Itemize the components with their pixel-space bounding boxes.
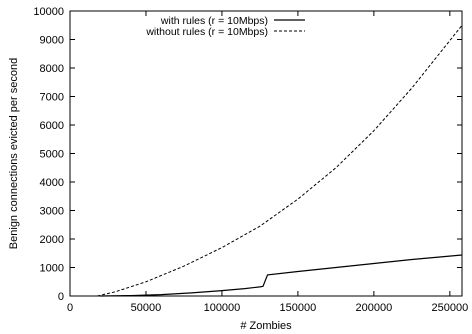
legend-label-without-rules: without rules (r = 10Mbps) [145,26,268,38]
y-tick-label: 0 [58,291,64,303]
y-tick-label: 6000 [40,120,64,132]
y-tick-label: 7000 [40,92,64,104]
series-layer [97,24,463,297]
x-tick-label: 100000 [204,302,241,314]
y-tick-label: 10000 [33,6,64,18]
x-tick-label: 200000 [356,302,393,314]
y-tick-label: 3000 [40,206,64,218]
x-tick-label: 50000 [131,302,162,314]
x-tick-label: 250000 [431,302,468,314]
y-axis-label: Benign connections evicted per second [8,58,20,249]
y-tick-label: 4000 [40,177,64,189]
plot-frame [69,10,463,297]
x-axis-label: # Zombies [240,320,292,332]
x-tick-label: 150000 [280,302,317,314]
series-line-with-rules [100,254,463,297]
y-tick-label: 8000 [40,63,64,75]
series-line-without-rules [97,24,463,297]
y-tick-label: 9000 [40,35,64,47]
y-tick-label: 5000 [40,149,64,161]
ticks-layer: 0 50000 100000 150000 200000 250000 0 1000 2000 3… [33,6,468,314]
legend: with rules (r = 10Mbps) without rules (r… [145,15,305,38]
legend-label-with-rules: with rules (r = 10Mbps) [160,15,268,27]
y-tick-label: 1000 [40,263,64,275]
x-tick-label: 0 [67,302,73,314]
y-tick-label: 2000 [40,234,64,246]
